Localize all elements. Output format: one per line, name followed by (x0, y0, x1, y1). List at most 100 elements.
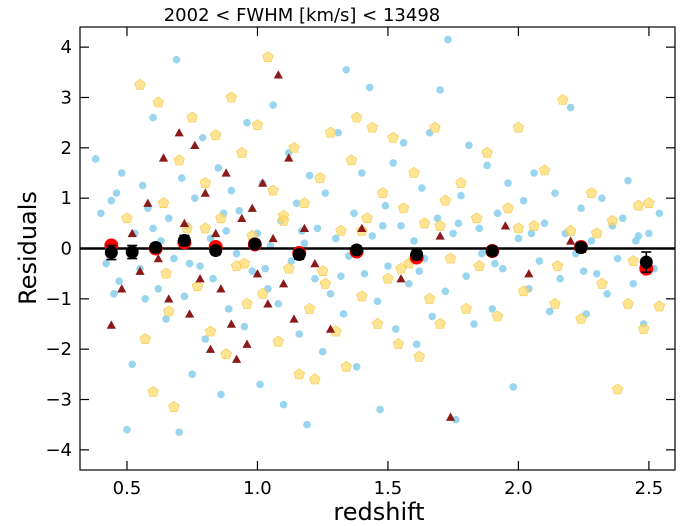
blue-data-point (123, 425, 131, 434)
blue-data-point (274, 300, 283, 308)
blue-data-point (619, 214, 627, 223)
blue-data-point (587, 237, 596, 245)
darkred-data-point (174, 128, 184, 137)
gold-data-point (512, 222, 525, 234)
blue-data-point (305, 171, 314, 180)
gold-data-point (439, 194, 452, 206)
blue-data-point (399, 138, 408, 147)
blue-data-point (397, 222, 405, 230)
gold-data-point (345, 154, 358, 166)
gold-data-point (575, 313, 587, 324)
gold-data-point (324, 126, 337, 138)
darkred-data-point (158, 153, 169, 162)
gold-data-point (204, 325, 217, 337)
blue-data-point (331, 234, 340, 243)
blue-data-point (598, 194, 606, 202)
blue-data-point (632, 237, 640, 245)
darkred-data-point (445, 412, 456, 421)
blue-data-point (465, 141, 473, 150)
darkred-data-point (237, 213, 247, 222)
blue-data-point (188, 370, 197, 379)
blue-data-point (117, 169, 126, 177)
darkred-data-point (325, 324, 336, 333)
blue-data-point (342, 65, 350, 74)
darkred-data-point (289, 314, 299, 323)
gold-data-point (293, 368, 305, 380)
y-tick-label: −3 (45, 390, 72, 411)
gold-data-point (350, 111, 363, 123)
blue-data-point (368, 232, 377, 240)
gold-data-point (591, 227, 603, 239)
black-binned-marker (410, 248, 424, 262)
y-tick-label: −1 (45, 289, 72, 310)
gold-data-point (251, 119, 264, 130)
blue-data-point (243, 118, 251, 127)
gold-data-point (551, 260, 564, 271)
blue-data-point (112, 189, 121, 197)
blue-data-point (373, 297, 382, 306)
blue-data-point (493, 209, 502, 218)
blue-data-point (509, 383, 518, 391)
blue-data-point (177, 174, 186, 182)
gold-data-point (491, 310, 504, 322)
black-binned-marker (292, 248, 306, 262)
darkred-data-point (310, 259, 320, 268)
blue-data-point (376, 405, 384, 414)
blue-data-point (566, 103, 575, 112)
blue-data-point (138, 181, 147, 190)
blue-data-point (162, 315, 170, 323)
darkred-data-point (273, 70, 283, 79)
blue-data-point (175, 428, 183, 437)
blue-data-point (318, 347, 327, 356)
blue-data-point (483, 161, 491, 170)
gold-data-point (481, 146, 493, 158)
darkred-data-point (164, 294, 174, 303)
black-binned-marker (485, 244, 499, 258)
blue-data-point (102, 259, 110, 268)
blue-data-point (613, 254, 622, 263)
darkred-data-point (263, 299, 273, 308)
gold-data-point (356, 290, 368, 302)
blue-data-point (303, 420, 311, 429)
gold-data-point (434, 219, 446, 231)
blue-data-point (313, 224, 322, 233)
darkred-data-point (205, 344, 216, 353)
gold-data-point (627, 255, 639, 266)
x-tick-label: 0.5 (113, 478, 142, 499)
gold-data-point (564, 224, 577, 236)
blue-data-point (128, 360, 136, 369)
black-binned-marker (248, 237, 262, 251)
darkred-data-point (258, 178, 268, 187)
gold-data-point (424, 292, 436, 304)
darkred-data-point (117, 284, 127, 293)
gold-data-point (361, 212, 373, 224)
darkred-data-point (247, 203, 257, 212)
blue-data-point (198, 133, 207, 142)
blue-data-point (334, 128, 343, 137)
darkred-data-point (268, 233, 278, 243)
blue-data-point (384, 262, 392, 270)
blue-data-point (645, 229, 653, 238)
gold-data-point (408, 167, 420, 178)
blue-data-point (232, 249, 241, 258)
blue-data-point (579, 267, 588, 275)
blue-data-point (326, 290, 335, 298)
darkred-data-point (500, 221, 510, 230)
gold-data-point (277, 214, 290, 226)
blue-data-point (339, 310, 348, 318)
darkred-data-point (278, 279, 289, 288)
blue-data-point (514, 234, 523, 243)
x-tick-label: 1.5 (374, 478, 403, 499)
blue-data-point (358, 169, 366, 177)
darkred-data-point (252, 269, 263, 278)
y-tick-label: 4 (61, 37, 72, 58)
gold-data-point (382, 272, 394, 284)
blue-data-point (415, 267, 424, 275)
gold-data-point (377, 187, 389, 198)
blue-data-point (504, 179, 512, 187)
black-binned-marker (125, 245, 139, 259)
darkred-data-point (195, 274, 205, 283)
blue-data-point (209, 274, 217, 283)
gold-data-point (225, 91, 238, 103)
